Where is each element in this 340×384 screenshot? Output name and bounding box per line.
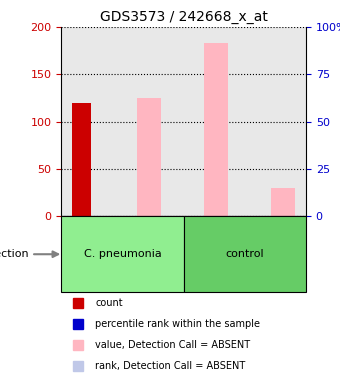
Bar	[204, 43, 228, 216]
Text: GSM321608: GSM321608	[149, 227, 157, 282]
Title: GDS3573 / 242668_x_at: GDS3573 / 242668_x_at	[100, 10, 268, 25]
FancyBboxPatch shape	[62, 217, 122, 291]
Text: count: count	[96, 298, 123, 308]
Text: GSM321607: GSM321607	[87, 227, 96, 282]
FancyBboxPatch shape	[245, 217, 305, 291]
Bar	[271, 188, 295, 216]
Text: C. pneumonia: C. pneumonia	[84, 249, 161, 259]
FancyBboxPatch shape	[61, 216, 184, 292]
Bar	[137, 98, 160, 216]
Text: infection: infection	[0, 249, 28, 259]
Text: value, Detection Call = ABSENT: value, Detection Call = ABSENT	[96, 340, 251, 350]
Text: control: control	[225, 249, 264, 259]
FancyBboxPatch shape	[184, 217, 244, 291]
Text: percentile rank within the sample: percentile rank within the sample	[96, 319, 260, 329]
FancyBboxPatch shape	[184, 216, 306, 292]
Text: rank, Detection Call = ABSENT: rank, Detection Call = ABSENT	[96, 361, 246, 371]
Text: GSM321605: GSM321605	[210, 227, 219, 282]
FancyBboxPatch shape	[123, 217, 183, 291]
Text: GSM321606: GSM321606	[271, 227, 280, 282]
Bar	[72, 103, 91, 216]
